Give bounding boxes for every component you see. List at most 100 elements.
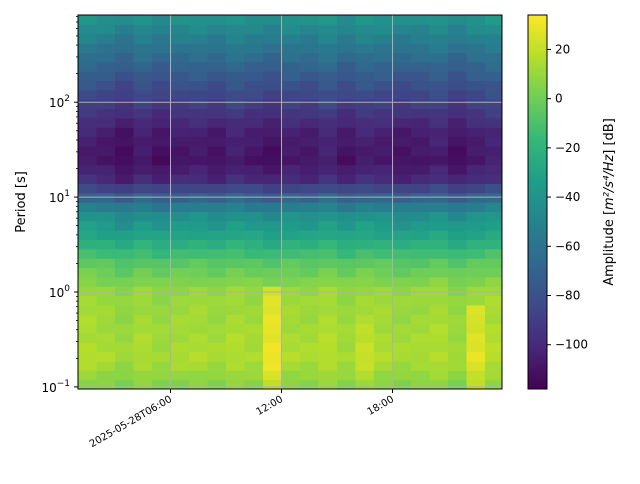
heatmap-cell [170,33,190,44]
heatmap-cell [115,276,135,287]
heatmap-cell [374,117,394,128]
heatmap-cell [207,183,227,194]
heatmap-cell [355,108,375,119]
heatmap-cell [300,80,320,91]
heatmap-cell [78,304,98,315]
heatmap-cell [244,80,264,91]
heatmap-cell [448,127,468,138]
heatmap-cell [318,24,338,35]
heatmap-cell [226,314,246,325]
heatmap-cell [152,379,172,389]
heatmap-cell [300,24,320,35]
heatmap-cell [207,230,227,240]
colorbar-tick-label: −40 [555,190,580,204]
heatmap-cell [207,286,227,297]
heatmap-cell [133,192,153,203]
heatmap-cell [392,220,412,231]
heatmap-cell [207,276,227,287]
heatmap-cell [170,117,190,128]
heatmap-cell [263,342,283,353]
heatmap-cell [392,351,412,362]
heatmap-cell [466,52,486,63]
heatmap-cell [78,15,98,25]
heatmap-cell [226,332,246,343]
heatmap-cell [115,15,135,25]
heatmap-cell [115,183,135,194]
heatmap-cell [392,33,412,44]
heatmap-cell [300,145,320,156]
heatmap-cell [263,52,283,63]
heatmap-cell [337,136,357,147]
heatmap-cell [189,351,209,362]
heatmap-cell [78,379,98,389]
heatmap-cell [96,248,116,259]
heatmap-cell [355,379,375,389]
y-axis-label: Period [s] [14,171,29,233]
heatmap-cell [411,99,431,110]
heatmap-cell [115,295,135,306]
heatmap-cell [300,286,320,297]
heatmap-cell [152,15,172,25]
heatmap-cell [152,295,172,306]
heatmap-cell [318,127,338,138]
heatmap-cell [318,230,338,240]
x-tick-label: 2025-05-28T06:00 [88,394,174,450]
heatmap-cell [207,332,227,343]
heatmap-cell [152,136,172,147]
heatmap-cell [448,295,468,306]
heatmap-cell [374,211,394,222]
heatmap-cell [115,360,135,371]
heatmap-cell [485,15,502,25]
heatmap-cell [429,52,449,63]
heatmap-cell [448,239,468,250]
heatmap-cell [300,71,320,82]
heatmap-cell [207,314,227,325]
heatmap-cell [374,164,394,175]
heatmap-cell [189,108,209,119]
heatmap-cell [281,258,301,269]
heatmap-cell [281,117,301,128]
heatmap-cell [300,52,320,63]
heatmap-cell [207,360,227,371]
heatmap-cell [318,80,338,91]
heatmap-cell [374,43,394,53]
heatmap-cell [96,342,116,353]
heatmap-cell [263,239,283,250]
heatmap-cell [485,286,502,297]
heatmap-cell [244,258,264,269]
heatmap-cell [189,342,209,353]
heatmap-cell [152,342,172,353]
heatmap-cell [300,108,320,119]
heatmap-cell [355,89,375,100]
heatmap-cell [244,192,264,203]
heatmap-cell [78,117,98,128]
heatmap-cell [263,155,283,166]
y-tick-label: 102 [49,94,70,110]
heatmap-cell [263,286,283,297]
heatmap-cell [78,52,98,63]
heatmap-cell [115,155,135,166]
heatmap-cell [78,24,98,35]
heatmap-cell [244,379,264,389]
heatmap-cell [226,15,246,25]
heatmap-cell [318,61,338,72]
heatmap-cell [318,71,338,82]
heatmap-cell [374,332,394,343]
heatmap-cells [78,15,502,389]
heatmap-cell [448,52,468,63]
heatmap-cell [318,202,338,212]
heatmap-cell [337,304,357,315]
heatmap-cell [374,145,394,156]
heatmap-cell [152,61,172,72]
heatmap-cell [411,145,431,156]
heatmap-cell [78,360,98,371]
heatmap-cell [374,360,394,371]
heatmap-cell [485,80,502,91]
heatmap-cell [411,230,431,240]
heatmap-cell [374,239,394,250]
heatmap-cell [96,295,116,306]
heatmap-cell [337,24,357,35]
heatmap-cell [189,71,209,82]
heatmap-cell [429,33,449,44]
heatmap-cell [374,248,394,259]
